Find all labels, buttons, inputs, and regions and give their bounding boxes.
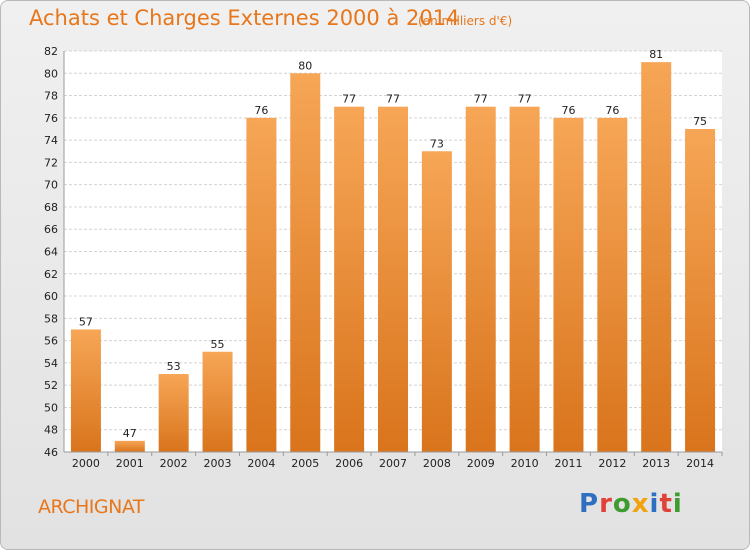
data-label-2006: 77 bbox=[342, 93, 356, 106]
bar-2007 bbox=[378, 106, 408, 452]
x-tick-label: 2008 bbox=[423, 457, 451, 470]
y-tick-label: 78 bbox=[44, 90, 58, 103]
data-label-2001: 47 bbox=[123, 427, 137, 440]
y-tick-label: 68 bbox=[44, 201, 58, 214]
x-tick-label: 2013 bbox=[642, 457, 670, 470]
x-tick-label: 2001 bbox=[116, 457, 144, 470]
bar-2001 bbox=[114, 440, 145, 452]
x-tick-label: 2009 bbox=[467, 457, 495, 470]
y-tick-label: 56 bbox=[44, 335, 58, 348]
x-tick-label: 2012 bbox=[598, 457, 626, 470]
bar-2012 bbox=[597, 117, 628, 452]
bar-2000 bbox=[70, 329, 101, 452]
x-tick-label: 2000 bbox=[72, 457, 100, 470]
y-tick-label: 50 bbox=[44, 401, 58, 414]
y-tick-label: 58 bbox=[44, 312, 58, 325]
data-label-2009: 77 bbox=[474, 93, 488, 106]
bar-2003 bbox=[202, 351, 233, 452]
y-tick-label: 52 bbox=[44, 379, 58, 392]
y-tick-label: 60 bbox=[44, 290, 58, 303]
chart-subtitle: (en milliers d'€) bbox=[418, 14, 513, 28]
bar-2009 bbox=[465, 106, 496, 452]
x-tick-label: 2011 bbox=[554, 457, 582, 470]
y-tick-label: 74 bbox=[44, 134, 58, 147]
x-tick-label: 2010 bbox=[511, 457, 539, 470]
y-tick-label: 82 bbox=[44, 45, 58, 58]
bar-2011 bbox=[553, 117, 584, 452]
data-label-2003: 55 bbox=[211, 338, 225, 351]
x-tick-label: 2003 bbox=[204, 457, 232, 470]
data-label-2011: 76 bbox=[561, 104, 575, 117]
bar-2010 bbox=[509, 106, 540, 452]
y-tick-label: 46 bbox=[44, 446, 58, 459]
chart-title: Achats et Charges Externes 2000 à 2014 bbox=[29, 6, 460, 30]
commune-name: ARCHIGNAT bbox=[38, 496, 144, 518]
bar-2004 bbox=[246, 117, 277, 452]
y-tick-label: 64 bbox=[44, 246, 58, 259]
y-tick-label: 72 bbox=[44, 156, 58, 169]
x-tick-label: 2006 bbox=[335, 457, 363, 470]
data-label-2012: 76 bbox=[605, 104, 619, 117]
bar-2006 bbox=[334, 106, 365, 452]
x-tick-label: 2007 bbox=[379, 457, 407, 470]
data-label-2002: 53 bbox=[167, 360, 181, 373]
bar-2014 bbox=[685, 128, 716, 452]
data-label-2014: 75 bbox=[693, 115, 707, 128]
data-label-2000: 57 bbox=[79, 315, 93, 328]
proxiti-logo: Proxiti bbox=[579, 489, 683, 519]
x-tick-label: 2014 bbox=[686, 457, 714, 470]
data-label-2013: 81 bbox=[649, 48, 663, 61]
data-label-2010: 77 bbox=[518, 93, 532, 106]
y-tick-label: 70 bbox=[44, 179, 58, 192]
y-tick-label: 76 bbox=[44, 112, 58, 125]
bar-2002 bbox=[158, 374, 189, 452]
data-label-2008: 73 bbox=[430, 137, 444, 150]
y-tick-label: 62 bbox=[44, 268, 58, 281]
x-tick-label: 2004 bbox=[247, 457, 275, 470]
y-tick-label: 80 bbox=[44, 67, 58, 80]
data-label-2005: 80 bbox=[298, 59, 312, 72]
y-tick-label: 48 bbox=[44, 424, 58, 437]
y-tick-label: 66 bbox=[44, 223, 58, 236]
bar-2013 bbox=[641, 62, 672, 453]
x-tick-label: 2005 bbox=[291, 457, 319, 470]
bar-2005 bbox=[290, 73, 321, 453]
x-tick-label: 2002 bbox=[160, 457, 188, 470]
y-tick-label: 54 bbox=[44, 357, 58, 370]
bar-2008 bbox=[421, 151, 452, 452]
data-label-2004: 76 bbox=[254, 104, 268, 117]
data-label-2007: 77 bbox=[386, 93, 400, 106]
